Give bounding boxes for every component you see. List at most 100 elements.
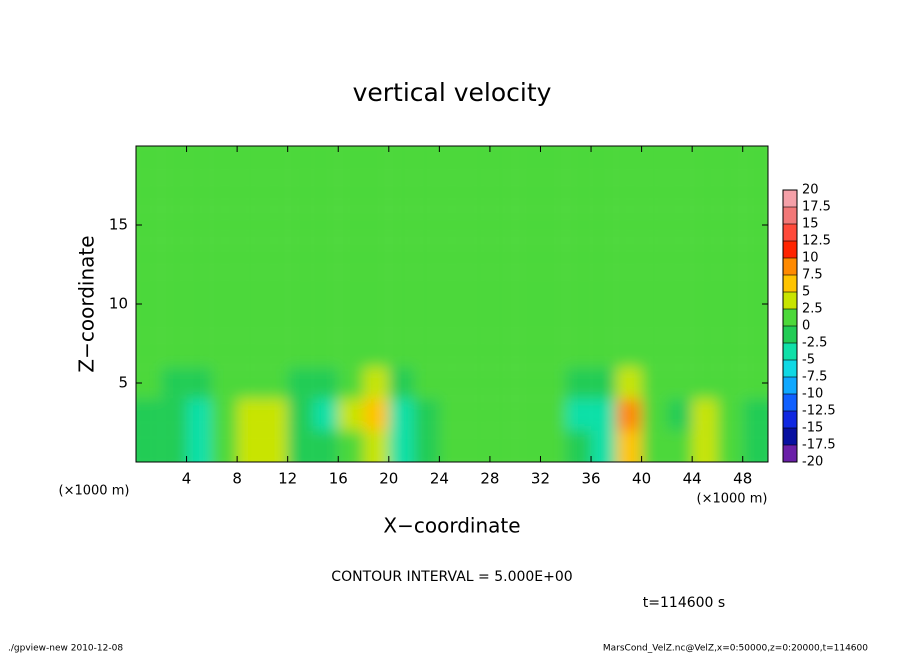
- field-cell: [414, 304, 440, 336]
- field-cell: [641, 335, 667, 368]
- field-cell: [489, 240, 516, 273]
- field-cell: [591, 335, 617, 368]
- field-cell: [717, 430, 743, 462]
- field-cell: [262, 209, 288, 241]
- colorbar-segment: [783, 275, 797, 292]
- field-cell: [388, 335, 415, 368]
- field-cell: [237, 335, 263, 368]
- field-cell: [717, 177, 743, 210]
- field-cell: [363, 335, 389, 368]
- field-cell: [287, 304, 313, 336]
- colorbar-label: 10: [802, 251, 819, 266]
- field-cell: [439, 304, 465, 336]
- field-cell: [616, 335, 642, 368]
- field-cell: [515, 177, 541, 210]
- field-cell: [312, 272, 339, 304]
- field-cell: [565, 209, 592, 241]
- field-cell: [616, 304, 642, 336]
- field-cell: [565, 430, 592, 462]
- field-cell: [515, 272, 541, 304]
- field-cell: [312, 430, 339, 462]
- field-cell: [666, 146, 693, 178]
- colorbar-segment: [783, 326, 797, 343]
- x-tick-label: 8: [232, 470, 242, 488]
- field-cell: [414, 272, 440, 304]
- field-cell: [742, 177, 768, 210]
- field-cell: [591, 240, 617, 273]
- field-cell: [262, 272, 288, 304]
- field: [136, 146, 768, 462]
- field-cell: [161, 304, 187, 336]
- field-cell: [489, 146, 516, 178]
- x-unit: (×1000 m): [697, 492, 768, 507]
- field-cell: [540, 398, 566, 431]
- field-cell: [692, 177, 718, 210]
- field-cell: [161, 177, 187, 210]
- field-cell: [666, 304, 693, 336]
- field-cell: [312, 240, 339, 273]
- field-cell: [540, 177, 566, 210]
- time-label: t=114600 s: [643, 595, 725, 611]
- field-cell: [742, 398, 768, 431]
- field-cell: [565, 146, 592, 178]
- field-cell: [161, 272, 187, 304]
- chart-title: vertical velocity: [353, 78, 552, 107]
- field-cell: [742, 304, 768, 336]
- field-cell: [388, 146, 415, 178]
- field-cell: [515, 146, 541, 178]
- field-cell: [186, 367, 212, 399]
- field-cell: [616, 177, 642, 210]
- field-cell: [287, 146, 313, 178]
- colorbar-label: -15: [802, 421, 823, 436]
- field-cell: [161, 240, 187, 273]
- colorbar-label: 15: [802, 217, 819, 232]
- field-cell: [742, 209, 768, 241]
- field-cell: [464, 367, 490, 399]
- field-cell: [717, 146, 743, 178]
- y-unit: (×1000 m): [59, 484, 130, 499]
- field-cell: [591, 177, 617, 210]
- field-cell: [742, 430, 768, 462]
- field-cell: [414, 240, 440, 273]
- field-cell: [388, 272, 415, 304]
- field-cell: [565, 304, 592, 336]
- field-cell: [515, 304, 541, 336]
- x-tick-label: 44: [683, 470, 702, 488]
- field-cell: [439, 177, 465, 210]
- field-cell: [717, 304, 743, 336]
- x-tick-label: 48: [733, 470, 752, 488]
- x-tick-label: 24: [430, 470, 449, 488]
- field-cell: [439, 335, 465, 368]
- field-cell: [287, 398, 313, 431]
- field-cell: [136, 304, 162, 336]
- field-cell: [211, 367, 238, 399]
- field-cell: [414, 209, 440, 241]
- field-cell: [489, 304, 516, 336]
- field-cell: [161, 335, 187, 368]
- field-cell: [540, 430, 566, 462]
- colorbar-label: -17.5: [802, 438, 836, 453]
- field-cell: [489, 272, 516, 304]
- field-cell: [211, 398, 238, 431]
- field-cell: [692, 146, 718, 178]
- colorbar-label: -7.5: [802, 370, 827, 385]
- field-cell: [388, 398, 415, 431]
- field-cell: [565, 240, 592, 273]
- field-cell: [186, 272, 212, 304]
- field-cell: [136, 335, 162, 368]
- field-cell: [312, 146, 339, 178]
- field-cell: [515, 367, 541, 399]
- colorbar-label: 12.5: [802, 234, 831, 249]
- field-cell: [717, 335, 743, 368]
- field-cell: [692, 272, 718, 304]
- field-cell: [287, 240, 313, 273]
- field-cell: [692, 335, 718, 368]
- field-cell: [211, 240, 238, 273]
- field-cell: [540, 240, 566, 273]
- field-cell: [591, 430, 617, 462]
- colorbar-segment: [783, 207, 797, 224]
- field-cell: [262, 335, 288, 368]
- field-cell: [464, 177, 490, 210]
- field-cell: [692, 367, 718, 399]
- field-cell: [515, 335, 541, 368]
